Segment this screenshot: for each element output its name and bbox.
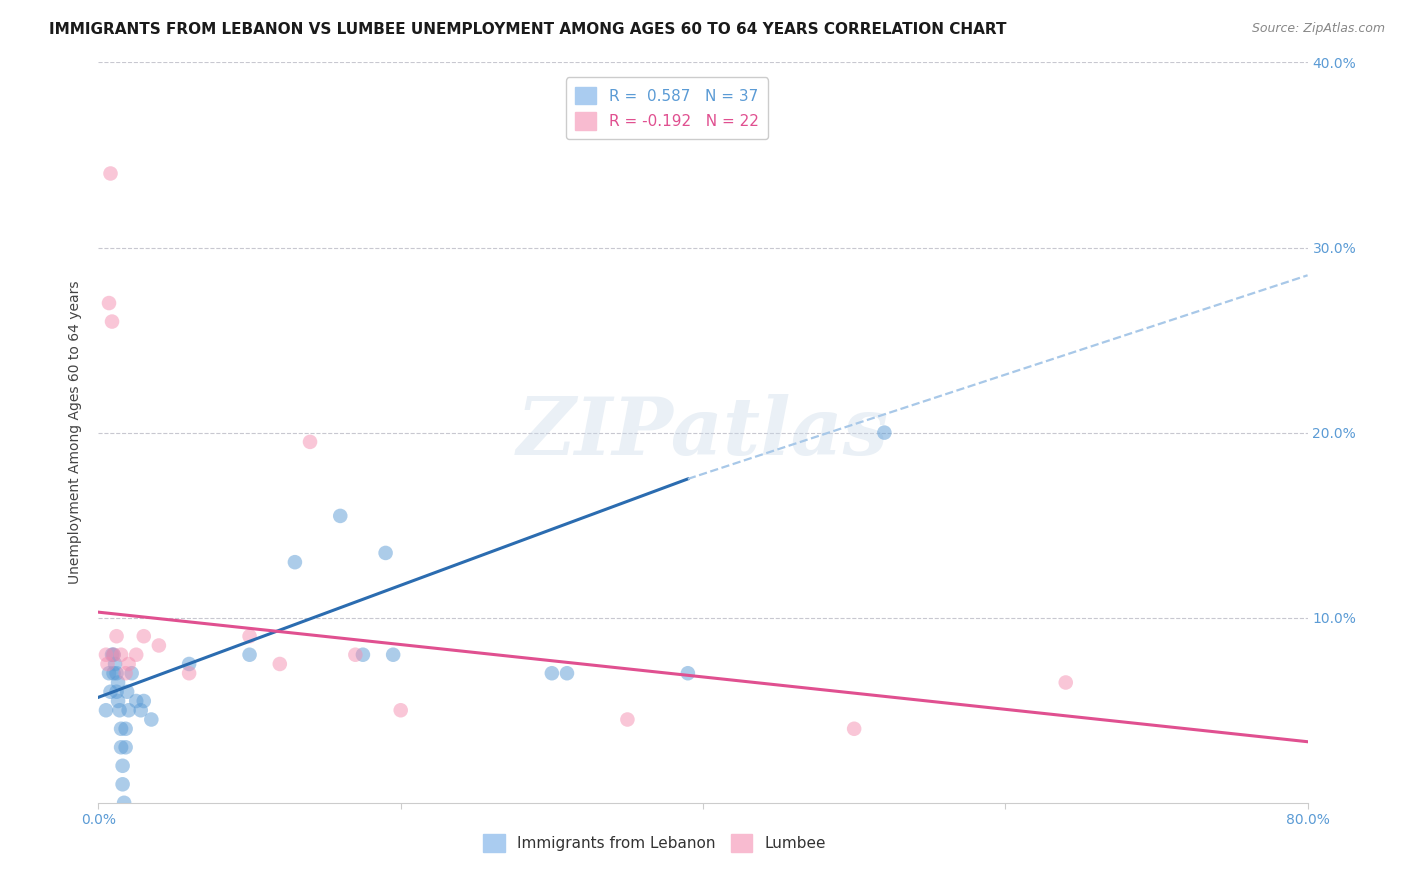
Point [110,648,132,662]
Point [873,425,896,440]
Point [616,713,638,727]
Point [141,713,163,727]
Point [148,639,170,653]
Point [555,666,578,681]
Point [239,648,262,662]
Point [105,685,128,699]
Point [100,166,122,180]
Point [111,758,134,772]
Point [1054,675,1077,690]
Point [105,666,128,681]
Point [352,648,374,662]
Point [107,694,129,708]
Point [107,675,129,690]
Point [110,722,132,736]
Point [118,657,141,671]
Point [844,722,866,736]
Point [179,657,201,671]
Point [104,657,127,671]
Point [94,703,117,717]
Point [125,648,148,662]
Point [114,740,136,755]
Point [132,694,155,708]
Point [96,657,118,671]
Point [101,648,124,662]
Point [118,703,141,717]
Point [676,666,699,681]
Point [114,666,136,681]
Point [121,666,143,681]
Point [129,703,152,717]
Point [329,508,352,523]
Point [115,685,138,699]
Point [132,629,155,643]
Point [103,666,125,681]
Text: ZIPatlas: ZIPatlas [517,394,889,471]
Point [382,648,405,662]
Point [389,703,412,717]
Point [98,666,121,681]
Text: Source: ZipAtlas.com: Source: ZipAtlas.com [1251,22,1385,36]
Point [100,685,122,699]
Y-axis label: Unemployment Among Ages 60 to 64 years: Unemployment Among Ages 60 to 64 years [69,281,83,584]
Point [299,434,322,449]
Point [101,314,124,328]
Legend: Immigrants from Lebanon, Lumbee: Immigrants from Lebanon, Lumbee [477,829,832,858]
Point [105,629,128,643]
Point [284,555,307,569]
Point [114,722,136,736]
Point [112,796,135,810]
Point [98,296,121,310]
Point [344,648,367,662]
Point [179,666,201,681]
Point [540,666,562,681]
Point [269,657,291,671]
Text: IMMIGRANTS FROM LEBANON VS LUMBEE UNEMPLOYMENT AMONG AGES 60 TO 64 YEARS CORRELA: IMMIGRANTS FROM LEBANON VS LUMBEE UNEMPL… [49,22,1007,37]
Point [94,648,117,662]
Point [125,694,148,708]
Point [374,546,396,560]
Point [103,648,125,662]
Point [103,648,125,662]
Point [110,740,132,755]
Point [239,629,262,643]
Point [111,777,134,791]
Point [108,703,131,717]
